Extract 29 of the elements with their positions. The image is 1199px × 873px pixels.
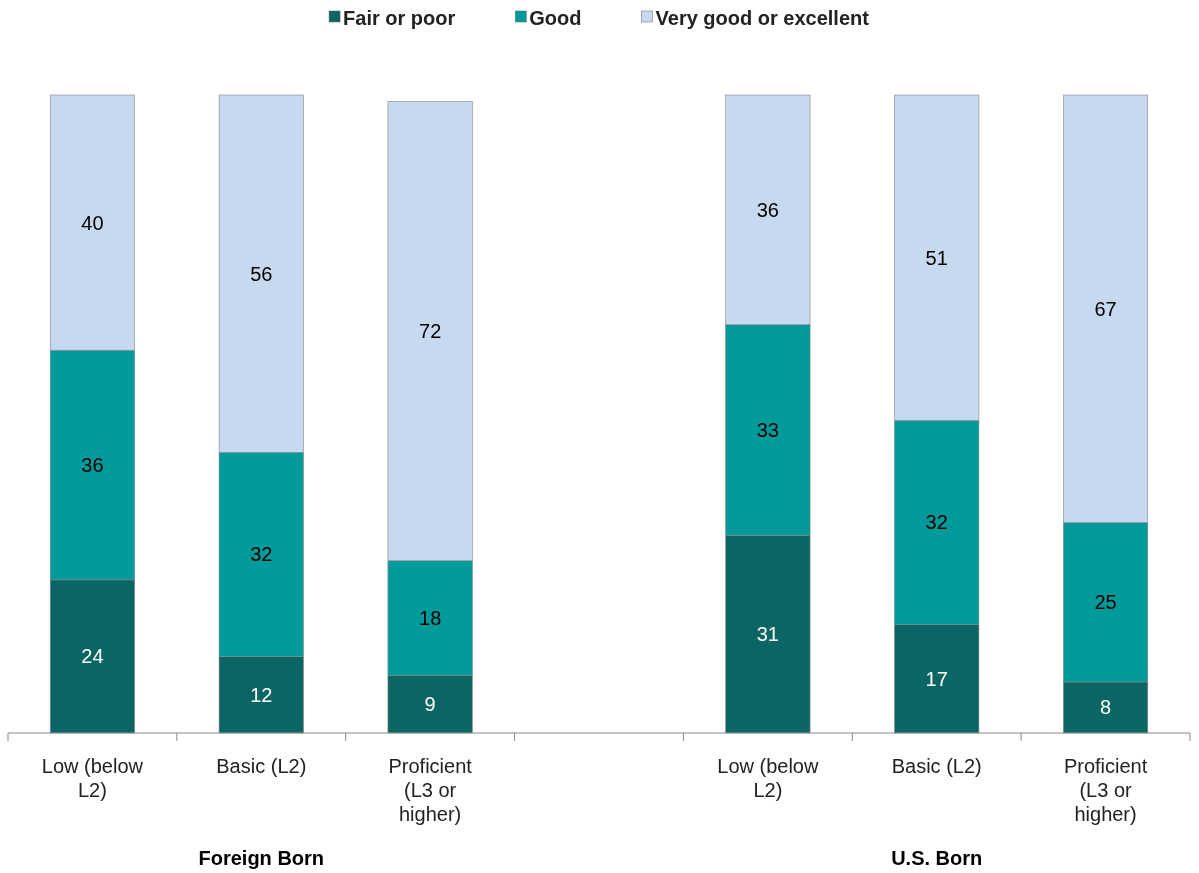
data-label: 18	[419, 607, 442, 630]
data-label: 24	[81, 645, 104, 668]
data-label: 25	[1094, 591, 1117, 614]
x-tick-label: Proficient (L3 or higher)	[1063, 755, 1148, 825]
data-label: 56	[250, 262, 273, 285]
data-label: 12	[250, 683, 273, 706]
x-tick-label: Proficient (L3 or higher)	[388, 755, 473, 825]
data-label: 67	[1094, 297, 1117, 320]
data-label: 72	[419, 320, 442, 343]
data-label: 51	[925, 246, 948, 269]
data-label: 9	[424, 693, 436, 716]
text: Foreign Born	[198, 847, 325, 869]
x-tick-label: Low (below L2)	[717, 755, 819, 801]
x-tick-label: Basic (L2)	[891, 755, 982, 777]
data-label: 36	[81, 454, 104, 477]
data-label: 40	[81, 211, 104, 234]
legend-label: Fair or poor	[343, 7, 456, 29]
data-label: 33	[756, 418, 779, 441]
text: U.S. Born	[891, 847, 983, 869]
data-label: 8	[1100, 696, 1112, 719]
data-label: 17	[925, 667, 948, 690]
x-tick-label: Low (below L2)	[41, 755, 144, 801]
legend-label: Good	[529, 7, 582, 29]
x-tick-label: Basic (L2)	[216, 755, 307, 777]
data-label: 32	[250, 543, 273, 566]
data-label: 32	[925, 511, 948, 534]
legend-label: Very good or excellent	[655, 7, 870, 29]
data-label: 31	[756, 623, 779, 646]
data-label: 36	[756, 198, 779, 221]
